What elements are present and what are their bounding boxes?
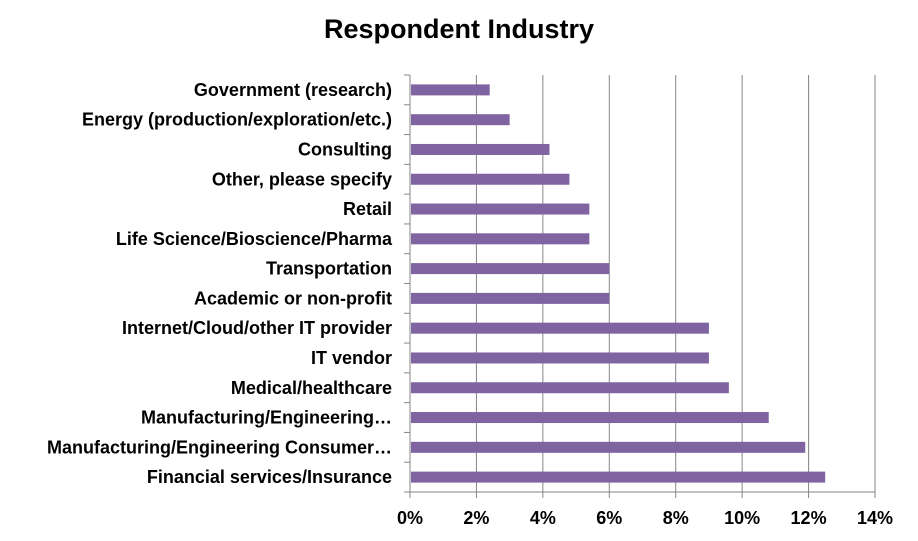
x-tick-label: 0%: [397, 508, 423, 528]
x-tick-label: 4%: [530, 508, 556, 528]
x-tick-label: 2%: [463, 508, 489, 528]
bar: [411, 471, 826, 483]
category-label: Medical/healthcare: [231, 378, 392, 398]
category-label: Energy (production/exploration/etc.): [82, 110, 392, 130]
bar: [411, 322, 709, 334]
category-label: Academic or non-profit: [194, 288, 392, 308]
bar: [411, 203, 590, 215]
x-tick-label: 10%: [724, 508, 760, 528]
category-label: Manufacturing/Engineering…: [141, 408, 392, 428]
category-label: Transportation: [266, 259, 392, 279]
bar: [411, 233, 590, 245]
chart-title: Respondent Industry: [323, 14, 594, 44]
bar: [411, 263, 610, 275]
bar: [411, 143, 550, 155]
category-label: Financial services/Insurance: [147, 467, 392, 487]
bar: [411, 292, 610, 304]
category-label: Retail: [343, 199, 392, 219]
category-label: Other, please specify: [212, 169, 392, 189]
category-label: Internet/Cloud/other IT provider: [122, 318, 392, 338]
category-label: Government (research): [194, 80, 392, 100]
category-label: Life Science/Bioscience/Pharma: [116, 229, 393, 249]
bar: [411, 382, 729, 394]
bar: [411, 352, 709, 364]
category-label: Consulting: [298, 139, 392, 159]
category-label: IT vendor: [311, 348, 392, 368]
x-tick-label: 8%: [663, 508, 689, 528]
bar: [411, 114, 510, 126]
x-tick-label: 12%: [791, 508, 827, 528]
x-tick-label: 6%: [596, 508, 622, 528]
bar: [411, 173, 570, 185]
bar: [411, 441, 806, 453]
bar: [411, 412, 769, 424]
bar: [411, 84, 490, 96]
x-tick-label: 14%: [857, 508, 893, 528]
category-label: Manufacturing/Engineering Consumer…: [47, 437, 392, 457]
